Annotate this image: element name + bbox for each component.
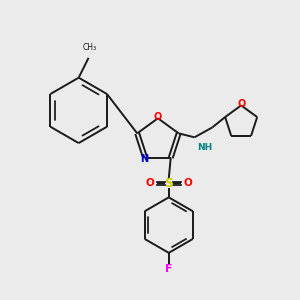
Text: N: N xyxy=(140,154,148,164)
Text: F: F xyxy=(165,264,172,274)
Text: S: S xyxy=(164,177,173,190)
Text: O: O xyxy=(146,178,154,188)
Text: O: O xyxy=(154,112,162,122)
Text: O: O xyxy=(237,99,245,110)
Text: NH: NH xyxy=(197,143,213,152)
Text: CH₃: CH₃ xyxy=(82,43,97,52)
Text: O: O xyxy=(183,178,192,188)
